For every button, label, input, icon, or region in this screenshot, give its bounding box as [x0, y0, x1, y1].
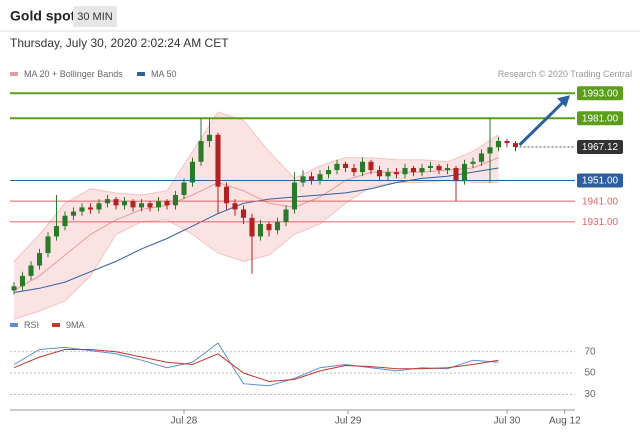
candle-body	[96, 203, 102, 210]
candle-body	[45, 236, 51, 254]
candle-body	[240, 209, 247, 218]
candle-body	[359, 161, 366, 173]
candle-body	[274, 221, 281, 231]
level-label: 1967.12	[582, 142, 619, 153]
candle-body	[206, 134, 213, 142]
candle-body	[28, 265, 34, 276]
candle-body	[198, 141, 204, 162]
candle-body	[62, 215, 68, 227]
candle-body	[495, 141, 502, 148]
level-label: 1931.00	[582, 217, 619, 228]
title: Gold spot	[10, 8, 76, 24]
legend-label: RSI	[24, 320, 39, 330]
candle-body	[87, 207, 94, 210]
candle-body	[215, 134, 221, 187]
bollinger-fill	[14, 112, 499, 320]
candle-body	[121, 201, 128, 206]
date: Thursday, July 30, 2020 2:02:24 AM CET	[10, 36, 229, 50]
candle-body	[504, 141, 510, 144]
level-label: 1951.00	[582, 176, 619, 187]
candle-body	[291, 182, 298, 210]
x-tick-label: Jul 28	[171, 416, 198, 427]
bollinger-middle	[13, 157, 499, 291]
candle-body	[317, 174, 323, 181]
candle-body	[232, 203, 238, 210]
level-label-box	[577, 86, 623, 101]
candle-body	[36, 253, 43, 266]
candle-body	[53, 226, 60, 237]
legend-label: MA 20 + Bollinger Bands	[24, 69, 123, 79]
candle-body	[155, 201, 162, 208]
candle-body	[385, 172, 391, 177]
legend-swatch	[52, 323, 60, 327]
y-tick-label: 50	[584, 368, 596, 379]
timeframe-pill[interactable]	[73, 6, 117, 27]
candle-body	[257, 224, 264, 237]
candle-body	[300, 176, 306, 183]
candle-body	[249, 217, 255, 237]
candle-body	[376, 170, 383, 177]
candle-body	[478, 153, 485, 162]
x-tick-label: Jul 30	[494, 416, 521, 427]
target-arrow	[518, 100, 566, 147]
candle-body	[283, 209, 289, 222]
candle-body	[19, 275, 26, 287]
candle-body	[470, 161, 476, 164]
candle-body	[351, 167, 357, 173]
candle-body	[223, 186, 230, 204]
rsi-line	[13, 349, 499, 383]
level-label: 1981.00	[582, 113, 619, 124]
legend-swatch	[10, 72, 18, 76]
candle-body	[138, 203, 145, 208]
x-tick-label: Aug 12	[549, 416, 581, 427]
candle-body	[147, 203, 153, 208]
y-tick-label: 30	[584, 389, 596, 400]
candle-body	[113, 199, 119, 206]
candle-body	[461, 163, 468, 181]
candle-body	[393, 172, 400, 175]
candle-body	[342, 163, 349, 168]
candle-body	[512, 143, 519, 147]
candle-body	[266, 224, 272, 231]
candle-body	[453, 167, 459, 181]
bollinger-lower	[13, 179, 499, 320]
candle-body	[402, 167, 408, 175]
candle-body	[427, 165, 434, 168]
level-label: 1941.00	[582, 196, 619, 207]
candle-body	[444, 167, 451, 171]
candle-body	[189, 161, 196, 183]
candle-body	[308, 176, 315, 181]
target-arrowhead	[557, 95, 570, 108]
candle-body	[368, 161, 374, 171]
candle-body	[172, 194, 179, 206]
legend-swatch	[10, 323, 18, 327]
candle-body	[130, 201, 136, 208]
level-label: 1993.00	[582, 88, 619, 99]
candle-body	[104, 199, 111, 204]
candle-body	[11, 286, 17, 291]
legend-label: MA 50	[151, 69, 177, 79]
x-tick-label: Jul 29	[335, 416, 362, 427]
candle-body	[164, 201, 170, 206]
level-label-box	[577, 139, 623, 154]
bollinger-upper	[13, 111, 499, 262]
timeframe[interactable]: 30 MIN	[77, 11, 113, 23]
candle-body	[487, 147, 493, 154]
candle-body	[419, 167, 425, 173]
candle-body	[79, 207, 85, 212]
level-label-box	[577, 111, 623, 126]
candle-body	[334, 163, 340, 171]
candle-body	[436, 165, 442, 171]
credit: Research © 2020 Trading Central	[498, 69, 632, 79]
y-tick-label: 70	[584, 346, 596, 357]
legend-label: 9MA	[66, 320, 85, 330]
candle-body	[181, 182, 187, 195]
candle-body	[325, 170, 332, 175]
candle-body	[70, 211, 77, 216]
legend-swatch	[137, 72, 145, 76]
level-label-box	[577, 173, 623, 188]
candle-body	[410, 167, 417, 173]
